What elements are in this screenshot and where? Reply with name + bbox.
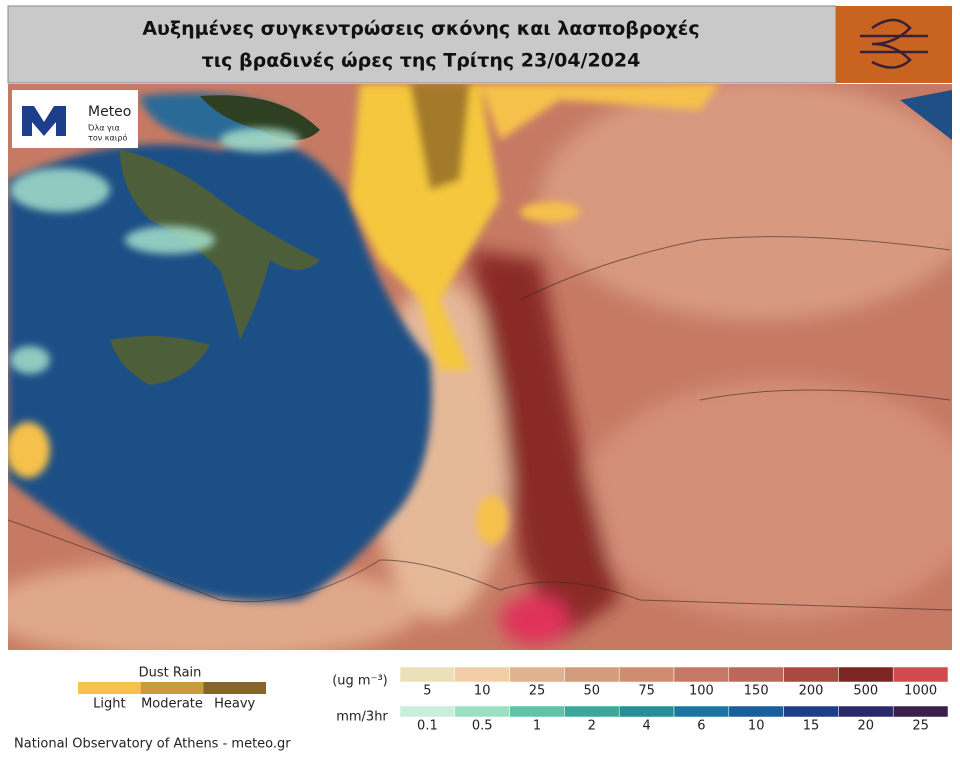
- scale-label: 100: [689, 684, 714, 699]
- scale-swatch: [728, 705, 784, 718]
- logo-mark: [22, 106, 66, 136]
- scale-swatch: [783, 705, 839, 718]
- brand-box: [836, 6, 952, 83]
- scale-swatch: [838, 666, 894, 683]
- dust-legend-title: Dust Rain: [139, 666, 202, 681]
- precip-unit: mm/3hr: [336, 710, 388, 725]
- title-line: τις βραδινές ώρες της Τρίτης 23/04/2024: [202, 50, 641, 72]
- scale-label: 10: [474, 684, 491, 699]
- scale-label: 25: [912, 719, 929, 734]
- scale-label: 1000: [904, 684, 937, 699]
- scale-label: 15: [803, 719, 820, 734]
- scale-swatch: [618, 705, 675, 718]
- scale-label: 1: [533, 719, 541, 734]
- dust-label: Heavy: [214, 697, 255, 712]
- scale-swatch: [399, 705, 456, 718]
- logo-tagline: τον καιρό: [88, 133, 127, 143]
- conc-unit: (ug m⁻³): [332, 674, 388, 689]
- scale-swatch: [783, 666, 839, 683]
- scale-label: 25: [529, 684, 546, 699]
- scale-label: 0.1: [417, 719, 438, 734]
- dust-label: Light: [93, 697, 125, 712]
- scale-label: 500: [853, 684, 878, 699]
- scale-swatch: [509, 705, 565, 718]
- scale-swatch: [673, 666, 730, 683]
- scale-label: 75: [638, 684, 655, 699]
- scale-swatch: [673, 705, 730, 718]
- scale-label: 4: [642, 719, 650, 734]
- dust-swatch: [78, 682, 141, 694]
- scale-swatch: [564, 666, 620, 683]
- dust-swatch: [140, 682, 204, 694]
- map: Meteo Όλα για τον καιρό: [8, 84, 952, 650]
- scale-swatch: [454, 666, 510, 683]
- scale-label: 0.5: [472, 719, 493, 734]
- brand-icon: [860, 18, 928, 69]
- scale-label: 10: [748, 719, 765, 734]
- footer: National Observatory of Athens - meteo.g…: [14, 737, 291, 752]
- scale-swatch: [399, 666, 456, 683]
- scale-label: 20: [858, 719, 875, 734]
- scale-label: 200: [799, 684, 824, 699]
- scale-swatch: [509, 666, 565, 683]
- scale-label: 150: [744, 684, 769, 699]
- scale-swatch: [454, 705, 510, 718]
- header-box: [7, 5, 837, 84]
- scale-swatch: [728, 666, 784, 683]
- dust-label: Moderate: [141, 697, 203, 712]
- scale-label: 5: [423, 684, 431, 699]
- logo-tagline: Όλα για: [87, 123, 120, 133]
- scale-swatch: [564, 705, 620, 718]
- scale-swatch: [892, 705, 949, 718]
- scale-label: 50: [584, 684, 601, 699]
- logo-name: Meteo: [88, 104, 131, 120]
- scale-swatch: [618, 666, 675, 683]
- scale-swatch: [838, 705, 894, 718]
- title-line: Αυξημένες συγκεντρώσεις σκόνης και λασπο…: [142, 18, 699, 40]
- dust-swatch: [203, 682, 266, 694]
- scale-label: 2: [588, 719, 596, 734]
- scale-swatch: [892, 666, 949, 683]
- scale-label: 6: [697, 719, 705, 734]
